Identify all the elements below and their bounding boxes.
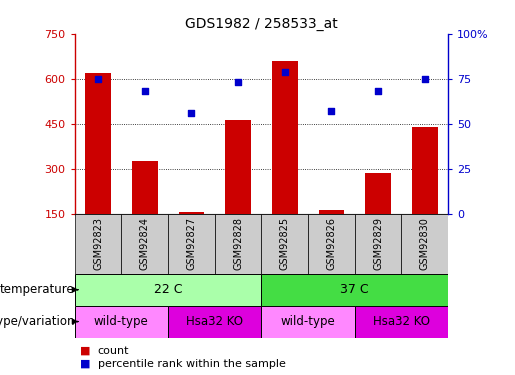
Bar [75,274,261,306]
Bar [308,214,355,274]
Bar [168,214,215,274]
Text: temperature: temperature [0,283,75,296]
Text: wild-type: wild-type [94,315,149,328]
Bar [179,212,204,214]
Bar [85,73,111,214]
Text: 22 C: 22 C [154,283,182,296]
Point [187,110,196,116]
Bar [168,306,261,338]
Bar [412,127,438,214]
Text: ■: ■ [80,346,90,355]
Bar [401,214,448,274]
Text: 37 C: 37 C [340,283,369,296]
Text: GSM92827: GSM92827 [186,217,196,270]
Bar [355,306,448,338]
Bar [272,61,298,214]
Text: count: count [98,346,129,355]
Bar [261,274,448,306]
Point [281,69,289,75]
Text: GSM92826: GSM92826 [327,217,336,270]
Text: Hsa32 KO: Hsa32 KO [186,315,243,328]
Bar [122,214,168,274]
Bar [75,214,122,274]
Text: wild-type: wild-type [281,315,335,328]
Text: percentile rank within the sample: percentile rank within the sample [98,359,286,369]
Bar [261,306,355,338]
Text: Hsa32 KO: Hsa32 KO [373,315,430,328]
Point [94,76,102,82]
Text: GSM92825: GSM92825 [280,217,290,270]
Bar [319,210,344,214]
Bar [75,306,168,338]
Point [234,80,242,86]
Bar [365,172,391,214]
Title: GDS1982 / 258533_at: GDS1982 / 258533_at [185,17,338,32]
Point [327,108,335,114]
Bar [215,214,261,274]
Point [141,88,149,94]
Text: ■: ■ [80,359,90,369]
Point [374,88,382,94]
Text: GSM92830: GSM92830 [420,217,430,270]
Text: GSM92828: GSM92828 [233,217,243,270]
Bar [225,120,251,214]
Bar [132,161,158,214]
Text: genotype/variation: genotype/variation [0,315,75,328]
Text: GSM92823: GSM92823 [93,217,103,270]
Text: GSM92829: GSM92829 [373,217,383,270]
Text: GSM92824: GSM92824 [140,217,150,270]
Point [421,76,429,82]
Bar [261,214,308,274]
Bar [355,214,401,274]
